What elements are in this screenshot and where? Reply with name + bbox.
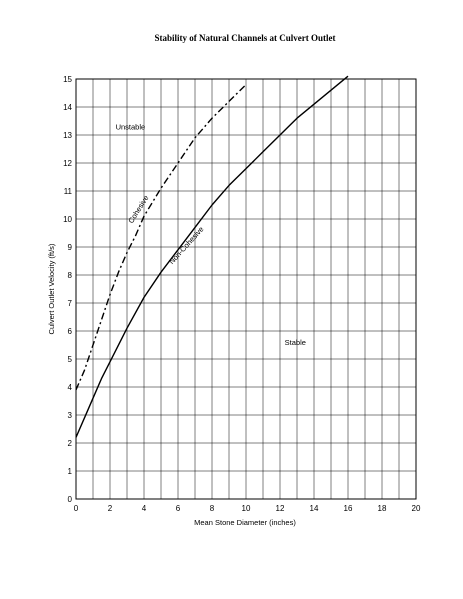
y-tick-label: 8 (68, 271, 73, 280)
x-tick-label: 8 (210, 504, 215, 513)
annotation-unstable: Unstable (116, 122, 146, 131)
x-tick-label: 0 (74, 504, 79, 513)
y-tick-label: 11 (64, 187, 73, 196)
plot-frame (75, 78, 417, 500)
y-tick-label: 0 (68, 495, 73, 504)
annotation-non-cohesive: Non-Cohesive (167, 225, 205, 266)
annotation-stable: Stable (285, 338, 306, 347)
grid (75, 78, 417, 500)
y-tick-label: 6 (68, 327, 73, 336)
x-tick-label: 6 (176, 504, 181, 513)
annotation-cohesive: Cohesive (126, 194, 150, 225)
y-tick-label: 12 (63, 159, 72, 168)
x-tick-label: 18 (378, 504, 387, 513)
x-axis-label: Mean Stone Diameter (inches) (194, 518, 296, 527)
series-lines (75, 75, 349, 438)
x-tick-label: 2 (108, 504, 113, 513)
y-tick-label: 7 (68, 299, 73, 308)
x-tick-label: 10 (242, 504, 251, 513)
y-tick-label: 10 (63, 215, 72, 224)
x-tick-label: 14 (310, 504, 319, 513)
y-tick-label: 2 (68, 439, 73, 448)
x-tick-label: 12 (276, 504, 285, 513)
x-tick-label: 4 (142, 504, 147, 513)
y-axis-label: Culvert Outlet Velocity (ft/s) (47, 243, 56, 334)
y-tick-label: 5 (68, 355, 73, 364)
y-tick-label: 13 (63, 131, 72, 140)
y-tick-label: 15 (63, 75, 72, 84)
x-tick-label: 16 (344, 504, 353, 513)
series-line-cohesive (75, 84, 247, 391)
chart-title: Stability of Natural Channels at Culvert… (155, 33, 336, 43)
y-tick-label: 4 (68, 383, 73, 392)
x-tick-label: 20 (412, 504, 421, 513)
series-line-non-cohesive (75, 75, 349, 438)
y-tick-label: 14 (63, 103, 72, 112)
y-tick-label: 9 (68, 243, 73, 252)
y-tick-label: 1 (68, 467, 73, 476)
y-tick-label: 3 (68, 411, 73, 420)
